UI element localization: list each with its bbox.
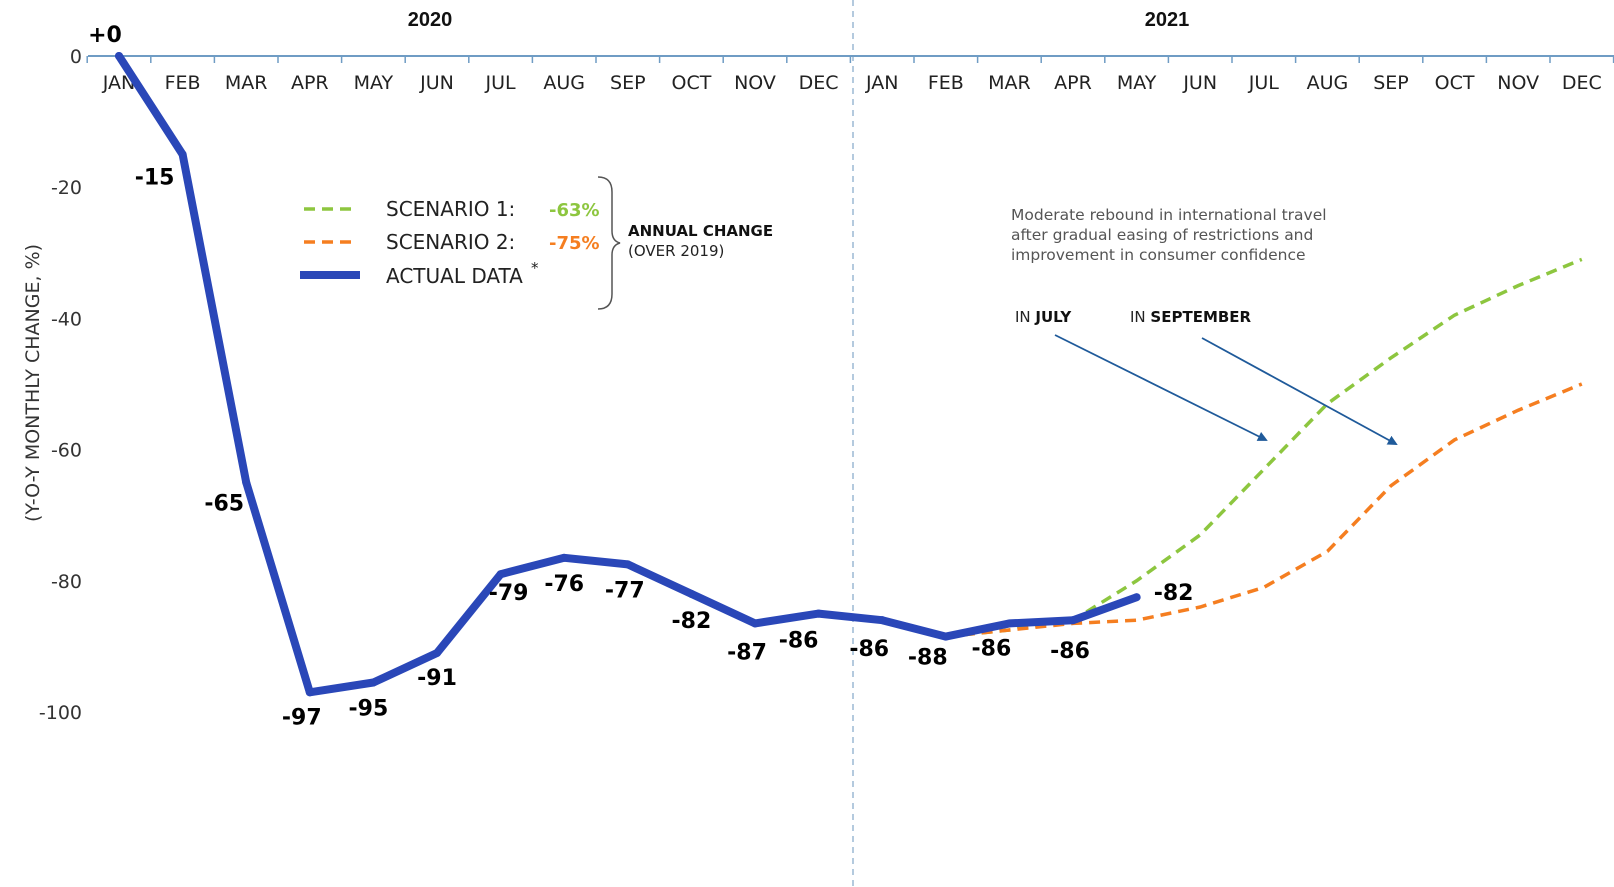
arrow-label-july: IN JULY: [1015, 308, 1072, 326]
legend: SCENARIO 1: -63% SCENARIO 2: -75% ACTUAL…: [300, 176, 773, 310]
data-label: -97: [282, 705, 322, 730]
data-label: -76: [544, 572, 584, 597]
x-tick-label: JAN: [102, 72, 135, 94]
data-point-actual: [814, 609, 823, 618]
y-tick-label: 0: [70, 46, 82, 68]
data-label: -82: [672, 609, 712, 634]
legend-label-scenario-2: SCENARIO 2:: [386, 230, 515, 254]
data-label: -91: [417, 666, 457, 691]
x-tick-label: FEB: [165, 72, 201, 94]
legend-brace: [597, 176, 621, 310]
data-point-actual: [878, 616, 887, 625]
year-label-2021: 2021: [1145, 9, 1190, 31]
x-tick-label: OCT: [1435, 72, 1475, 94]
x-tick-label: AUG: [1307, 72, 1349, 94]
data-point-actual: [115, 52, 123, 60]
x-tick-label: OCT: [671, 72, 711, 94]
data-label: -86: [849, 637, 889, 662]
x-tick-label: DEC: [1562, 72, 1602, 94]
x-tick-label: JUL: [1248, 72, 1280, 94]
data-point-actual: [305, 688, 314, 697]
data-label: -88: [908, 646, 948, 671]
data-label: -87: [727, 640, 767, 665]
data-label: -82: [1154, 581, 1194, 606]
data-point-actual: [751, 619, 759, 628]
arrow-label-september: IN SEPTEMBER: [1130, 308, 1252, 326]
data-point-actual: [496, 570, 505, 579]
x-tick-label: SEP: [1373, 72, 1409, 94]
x-tick-label: JUN: [1182, 72, 1217, 94]
x-tick-label: FEB: [928, 72, 964, 94]
y-tick-label: -60: [51, 440, 82, 462]
data-label: -15: [135, 165, 175, 190]
x-tick-label: APR: [1054, 72, 1092, 94]
x-tick-label: MAY: [354, 72, 394, 94]
actual-points: [115, 52, 1141, 697]
rebound-note: Moderate rebound in international travel…: [1011, 206, 1327, 264]
data-label: -95: [349, 696, 389, 721]
y-tick-label: -100: [39, 702, 82, 724]
legend-pct-scenario-2: -75%: [549, 233, 600, 254]
data-labels: +0 -15 -65 -97 -95 -91 -79 -76 -77 -82 -87 -86 -86 -8…: [88, 23, 1193, 730]
note-line-2: after gradual easing of restrictions and: [1011, 226, 1313, 244]
note-line-1: Moderate rebound in international travel: [1011, 206, 1327, 224]
data-point-actual: [1069, 616, 1077, 625]
month-ticks: [86, 56, 1614, 63]
y-tick-label: -40: [51, 308, 82, 330]
annual-change-subtitle: (OVER 2019): [628, 242, 724, 260]
month-labels: JAN FEB MAR APR MAY JUN JUL AUG SEP OCT NOV DEC JAN F…: [102, 72, 1602, 94]
data-label: -86: [779, 629, 819, 654]
data-point-actual: [1132, 593, 1141, 602]
x-tick-label: JUL: [485, 72, 517, 94]
arrow-september: [1201, 337, 1398, 445]
data-point-actual: [560, 553, 569, 562]
data-point-actual: [1005, 619, 1014, 628]
data-point-actual: [178, 150, 187, 159]
x-tick-label: SEP: [610, 72, 646, 94]
x-tick-label: MAR: [988, 72, 1031, 94]
data-point-actual: [242, 478, 251, 487]
data-point-actual: [369, 678, 378, 687]
x-tick-label: NOV: [734, 72, 776, 94]
legend-superscript: *: [531, 259, 539, 277]
data-label: -79: [489, 581, 529, 606]
data-point-actual: [941, 632, 950, 641]
data-label: -65: [204, 491, 244, 516]
x-tick-label: MAR: [225, 72, 268, 94]
x-tick-label: MAY: [1117, 72, 1157, 94]
data-label: -86: [1050, 639, 1090, 664]
x-tick-label: NOV: [1497, 72, 1539, 94]
legend-label-scenario-1: SCENARIO 1:: [386, 197, 515, 221]
y-tick-label: -80: [51, 571, 82, 593]
x-tick-label: JAN: [865, 72, 898, 94]
x-tick-label: APR: [291, 72, 329, 94]
ytick-labels: 0 -20 -40 -60 -80 -100: [39, 46, 82, 724]
data-point-actual: [433, 648, 441, 657]
x-tick-label: JUN: [419, 72, 454, 94]
series-line-scenario-2: [945, 382, 1583, 639]
x-tick-label: DEC: [799, 72, 839, 94]
legend-pct-scenario-1: -63%: [549, 200, 600, 221]
data-label: -86: [972, 636, 1012, 661]
data-point-actual: [687, 589, 696, 598]
year-label-2020: 2020: [408, 9, 453, 31]
y-tick-label: -20: [51, 177, 82, 199]
annual-change-title: ANNUAL CHANGE: [628, 222, 773, 240]
data-label: -77: [605, 578, 645, 603]
arrow-july: [1054, 334, 1268, 441]
x-tick-label: AUG: [543, 72, 585, 94]
data-label: +0: [88, 23, 122, 48]
data-point-actual: [623, 560, 632, 569]
legend-label-actual: ACTUAL DATA: [386, 264, 523, 288]
note-line-3: improvement in consumer confidence: [1011, 246, 1306, 264]
y-axis-title: (Y-O-Y MONTHLY CHANGE, %): [22, 244, 44, 522]
